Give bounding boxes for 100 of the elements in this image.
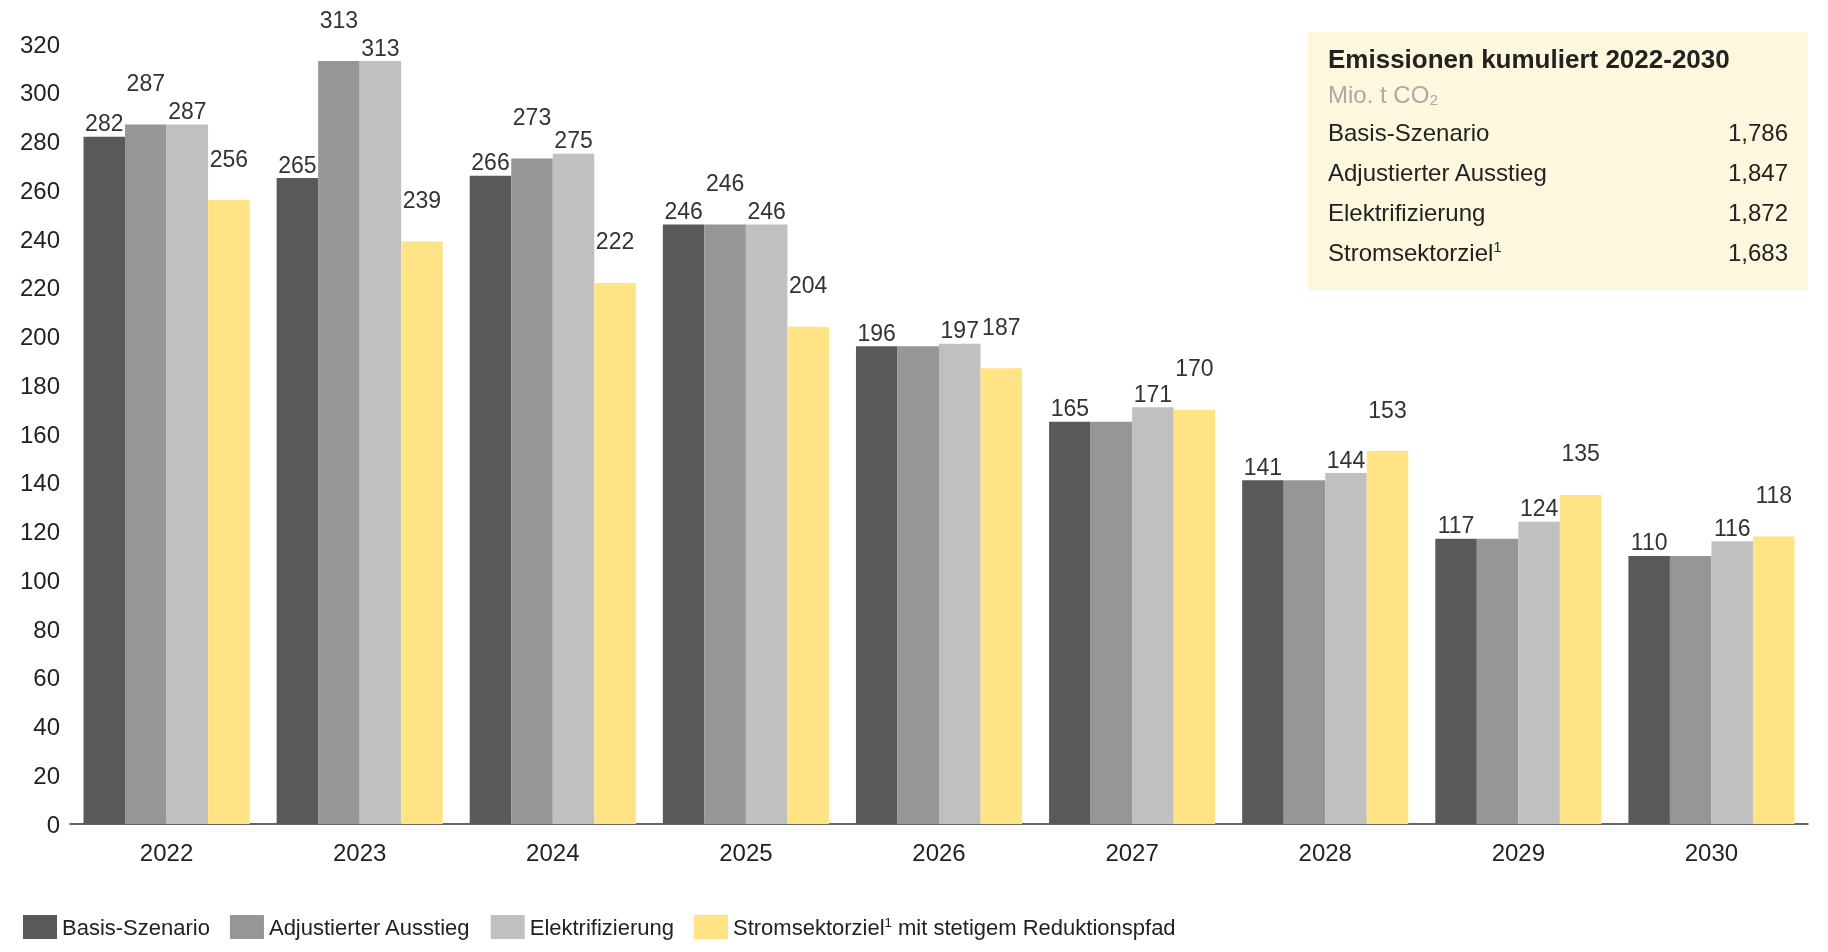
x-tick-label: 2025 — [719, 838, 773, 866]
y-tick-label: 0 — [46, 810, 60, 838]
data-label: 282 — [85, 110, 124, 137]
data-label: 313 — [361, 34, 400, 61]
y-tick-label: 280 — [19, 128, 60, 155]
bar — [745, 224, 788, 824]
bar — [1628, 555, 1670, 824]
bar — [401, 241, 443, 824]
bar — [662, 224, 705, 824]
data-label: 256 — [209, 145, 249, 172]
bar — [1132, 407, 1174, 824]
y-tick-label: 120 — [19, 518, 60, 545]
bar — [318, 61, 360, 824]
data-label: 246 — [664, 197, 703, 224]
y-tick-label: 20 — [33, 761, 60, 789]
y-tick-label: 320 — [19, 30, 60, 58]
data-label: 313 — [319, 6, 359, 33]
legend-label: Elektrifizierung — [529, 914, 674, 940]
data-label: 197 — [940, 317, 979, 344]
data-label: 171 — [1133, 380, 1173, 407]
x-tick-label: 2027 — [1105, 838, 1159, 866]
bar — [359, 61, 402, 824]
y-tick-label: 300 — [19, 79, 60, 107]
data-label: 110 — [1630, 529, 1668, 556]
y-tick-label: 240 — [19, 225, 60, 253]
y-tick-label: 100 — [19, 566, 60, 594]
annotation: 1,872 — [1727, 198, 1788, 226]
data-label: 287 — [126, 69, 165, 96]
y-tick-label: 160 — [19, 420, 60, 448]
data-label: 144 — [1326, 446, 1366, 473]
bar — [939, 343, 981, 824]
bar — [1173, 409, 1216, 824]
annotation: Basis-Szenario — [1328, 118, 1490, 146]
y-tick-label: 60 — [33, 664, 60, 692]
bar — [208, 200, 250, 824]
bar — [980, 368, 1023, 824]
x-tick-label: 2030 — [1684, 838, 1739, 866]
annotation: Elektrifizierung — [1328, 198, 1486, 226]
bar — [1366, 451, 1409, 824]
bar — [1669, 555, 1712, 824]
data-label: 204 — [788, 272, 828, 299]
data-label: 266 — [471, 149, 510, 176]
chart-title: Emissionen kumuliert 2022-2030 — [1328, 44, 1730, 74]
bar — [1711, 541, 1753, 824]
bar — [83, 136, 126, 824]
y-tick-label: 200 — [19, 323, 60, 350]
data-label: 222 — [595, 228, 635, 255]
annotation: Adjustierter Ausstieg — [1328, 158, 1547, 186]
data-label: 118 — [1755, 481, 1793, 508]
data-label: 239 — [402, 186, 442, 213]
bar — [469, 175, 512, 824]
bar — [276, 178, 319, 824]
y-tick-label: 140 — [19, 469, 60, 497]
data-label: 124 — [1519, 495, 1559, 522]
bar — [552, 153, 595, 824]
legend-label: Basis-Szenario — [62, 914, 210, 940]
bar — [166, 124, 209, 824]
x-tick-label: 2029 — [1491, 838, 1546, 866]
bar — [594, 282, 636, 824]
data-label: 246 — [705, 169, 745, 196]
bar — [897, 346, 939, 824]
y-tick-label: 220 — [19, 274, 60, 302]
x-tick-label: 2022 — [139, 838, 194, 866]
bar — [1518, 521, 1560, 824]
data-label: 273 — [512, 104, 552, 131]
bar — [1242, 480, 1284, 824]
annotation: 1,786 — [1727, 118, 1788, 146]
legend-label: Adjustierter Ausstieg — [268, 914, 470, 940]
x-tick-label: 2028 — [1298, 838, 1352, 866]
x-tick-label: 2024 — [526, 838, 580, 866]
data-label: 116 — [1713, 514, 1751, 541]
bar — [787, 326, 829, 824]
bar — [1476, 538, 1519, 824]
bar — [1435, 538, 1477, 824]
bar — [511, 158, 553, 824]
annotation: 1,847 — [1727, 158, 1788, 186]
data-label: 265 — [278, 151, 317, 178]
bar — [1325, 473, 1367, 824]
y-tick-label: 260 — [19, 176, 60, 204]
data-label: 170 — [1175, 355, 1214, 382]
bar — [855, 346, 898, 824]
bar — [1049, 421, 1091, 824]
bar — [1559, 494, 1602, 824]
x-tick-label: 2026 — [912, 838, 966, 866]
y-tick-label: 80 — [33, 615, 60, 643]
y-tick-label: 40 — [33, 713, 60, 740]
bar — [704, 224, 746, 824]
data-label: 153 — [1368, 396, 1407, 423]
data-label: 246 — [747, 197, 786, 224]
text: Mio. t CO₂ — [1328, 80, 1439, 108]
data-label: 117 — [1437, 512, 1475, 539]
y-tick-label: 180 — [19, 371, 60, 399]
data-label: 141 — [1243, 453, 1283, 480]
annotation: 1,683 — [1727, 238, 1788, 266]
data-label: 275 — [554, 127, 593, 154]
data-label: 187 — [982, 313, 1021, 340]
bar — [1752, 536, 1795, 824]
data-label: 165 — [1050, 395, 1090, 422]
bar — [1283, 480, 1326, 824]
data-label: 135 — [1561, 440, 1600, 467]
